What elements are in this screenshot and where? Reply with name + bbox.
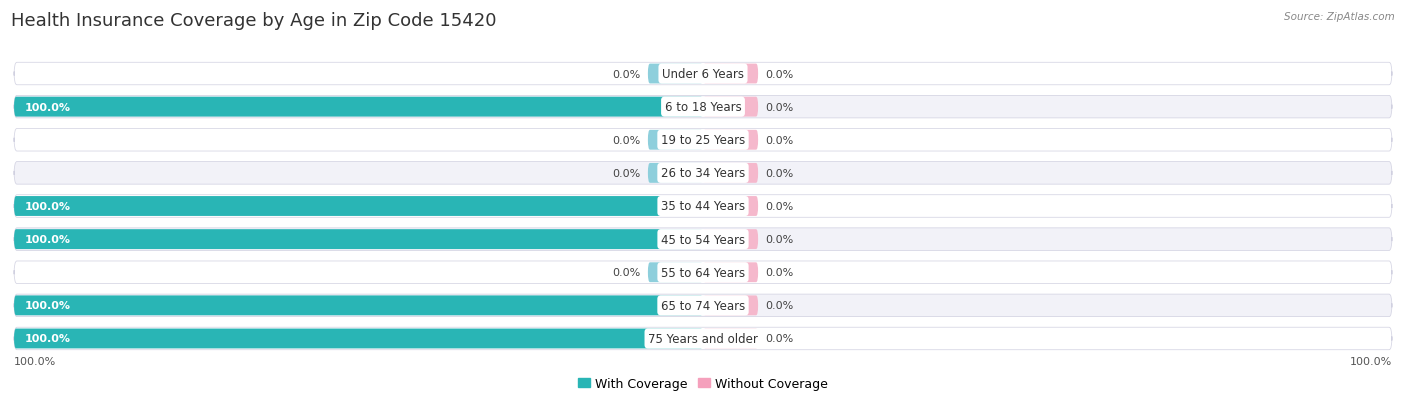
Text: 65 to 74 Years: 65 to 74 Years: [661, 299, 745, 312]
FancyBboxPatch shape: [14, 63, 1392, 85]
Text: 0.0%: 0.0%: [765, 135, 793, 145]
Text: 100.0%: 100.0%: [24, 202, 70, 211]
FancyBboxPatch shape: [14, 230, 703, 249]
Text: Source: ZipAtlas.com: Source: ZipAtlas.com: [1284, 12, 1395, 22]
Text: 100.0%: 100.0%: [24, 235, 70, 244]
Text: 100.0%: 100.0%: [24, 334, 70, 344]
FancyBboxPatch shape: [14, 97, 703, 117]
FancyBboxPatch shape: [14, 228, 1392, 251]
Text: 0.0%: 0.0%: [613, 69, 641, 79]
Text: Health Insurance Coverage by Age in Zip Code 15420: Health Insurance Coverage by Age in Zip …: [11, 12, 496, 30]
Text: 0.0%: 0.0%: [765, 268, 793, 278]
FancyBboxPatch shape: [703, 329, 758, 349]
FancyBboxPatch shape: [703, 97, 758, 117]
Text: 75 Years and older: 75 Years and older: [648, 332, 758, 345]
FancyBboxPatch shape: [14, 329, 703, 349]
Text: 0.0%: 0.0%: [765, 102, 793, 112]
FancyBboxPatch shape: [703, 296, 758, 316]
FancyBboxPatch shape: [14, 296, 703, 316]
FancyBboxPatch shape: [648, 131, 703, 150]
FancyBboxPatch shape: [648, 263, 703, 282]
FancyBboxPatch shape: [14, 195, 1392, 218]
Text: 0.0%: 0.0%: [613, 268, 641, 278]
Text: 100.0%: 100.0%: [24, 102, 70, 112]
FancyBboxPatch shape: [648, 64, 703, 84]
FancyBboxPatch shape: [14, 197, 703, 216]
Text: 0.0%: 0.0%: [613, 169, 641, 178]
Text: 100.0%: 100.0%: [24, 301, 70, 311]
Text: 55 to 64 Years: 55 to 64 Years: [661, 266, 745, 279]
FancyBboxPatch shape: [14, 328, 1392, 350]
FancyBboxPatch shape: [703, 197, 758, 216]
Text: 0.0%: 0.0%: [613, 135, 641, 145]
Text: 19 to 25 Years: 19 to 25 Years: [661, 134, 745, 147]
FancyBboxPatch shape: [703, 230, 758, 249]
FancyBboxPatch shape: [703, 64, 758, 84]
FancyBboxPatch shape: [14, 96, 1392, 119]
FancyBboxPatch shape: [14, 129, 1392, 152]
Legend: With Coverage, Without Coverage: With Coverage, Without Coverage: [572, 372, 834, 395]
FancyBboxPatch shape: [648, 164, 703, 183]
Text: 0.0%: 0.0%: [765, 301, 793, 311]
Text: 0.0%: 0.0%: [765, 334, 793, 344]
Text: 0.0%: 0.0%: [765, 169, 793, 178]
Text: 0.0%: 0.0%: [765, 69, 793, 79]
Text: 0.0%: 0.0%: [765, 235, 793, 244]
Text: 26 to 34 Years: 26 to 34 Years: [661, 167, 745, 180]
Text: 6 to 18 Years: 6 to 18 Years: [665, 101, 741, 114]
FancyBboxPatch shape: [14, 162, 1392, 185]
FancyBboxPatch shape: [14, 294, 1392, 317]
FancyBboxPatch shape: [703, 164, 758, 183]
FancyBboxPatch shape: [703, 131, 758, 150]
Text: 100.0%: 100.0%: [14, 356, 56, 366]
Text: 35 to 44 Years: 35 to 44 Years: [661, 200, 745, 213]
Text: 45 to 54 Years: 45 to 54 Years: [661, 233, 745, 246]
Text: 0.0%: 0.0%: [765, 202, 793, 211]
FancyBboxPatch shape: [703, 263, 758, 282]
Text: 100.0%: 100.0%: [1350, 356, 1392, 366]
FancyBboxPatch shape: [14, 261, 1392, 284]
Text: Under 6 Years: Under 6 Years: [662, 68, 744, 81]
